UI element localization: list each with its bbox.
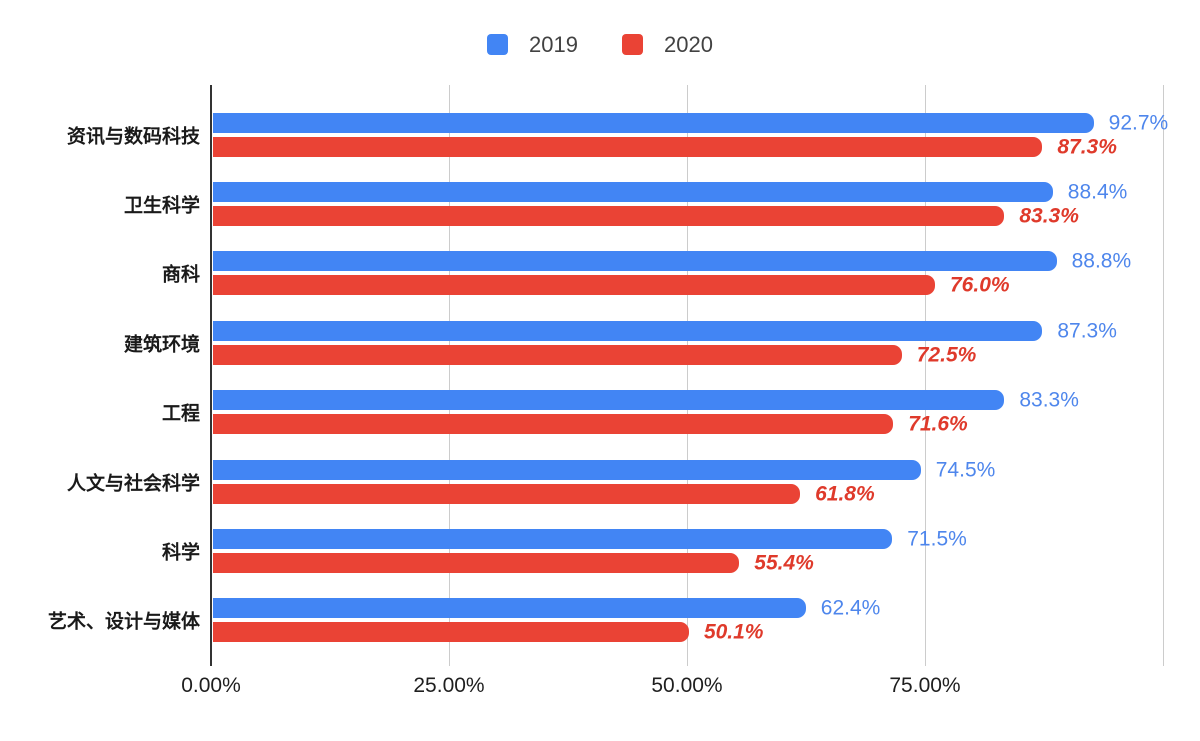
- chart-row: 商科 88.8% 76.0%: [0, 239, 1200, 308]
- bar-2020: [213, 136, 1043, 157]
- value-label-2020: 71.6%: [908, 412, 968, 436]
- plot-area: 资讯与数码科技 92.7% 87.3% 卫生科学 88.4% 83.3% 商科 88.8% 76…: [0, 100, 1200, 655]
- legend: 2019 2020: [0, 32, 1200, 57]
- legend-item-2019: 2019: [487, 32, 578, 57]
- value-label-2020: 87.3%: [1057, 135, 1117, 159]
- bar-2020: [213, 414, 894, 435]
- bar-2020: [213, 553, 740, 574]
- category-label: 卫生科学: [123, 195, 200, 217]
- value-label-2020: 61.8%: [815, 482, 875, 506]
- bar-line-2020: 55.4%: [213, 551, 1163, 575]
- chart-row: 人文与社会科学 74.5% 61.8%: [0, 447, 1200, 516]
- bar-2019: [213, 320, 1043, 341]
- bar-2020: [213, 344, 902, 365]
- gridline: [449, 85, 450, 666]
- value-label-2020: 83.3%: [1019, 204, 1079, 228]
- value-label-2020: 72.5%: [916, 343, 977, 367]
- bar-2020: [213, 206, 1005, 227]
- bar-line-2020: 61.8%: [213, 482, 1163, 506]
- value-label-2019: 83.3%: [1019, 388, 1079, 412]
- category-label: 资讯与数码科技: [66, 126, 200, 148]
- x-tick-label: 0.00%: [181, 674, 241, 697]
- category-label: 建筑环境: [123, 334, 200, 356]
- legend-item-2020: 2020: [622, 32, 713, 57]
- value-label-2020: 76.0%: [950, 273, 1010, 297]
- gridline: [1163, 85, 1164, 666]
- value-label-2019: 92.7%: [1108, 111, 1169, 135]
- bar-2020: [213, 622, 689, 643]
- category-label: 工程: [161, 403, 200, 425]
- value-label-2019: 62.4%: [820, 596, 881, 620]
- chart-row: 卫生科学 88.4% 83.3%: [0, 169, 1200, 238]
- bar-2020: [213, 275, 935, 296]
- bar-line-2019: 92.7%: [213, 112, 1168, 133]
- legend-swatch-2019-icon: [487, 34, 509, 55]
- value-label-2019: 87.3%: [1057, 319, 1117, 343]
- bar-line-2019: 88.8%: [213, 249, 1163, 273]
- bar-line-2019: 87.3%: [213, 319, 1163, 343]
- y-axis-line: [210, 85, 212, 666]
- bar-pair: 88.8% 76.0%: [213, 249, 1163, 297]
- category-label: 科学: [161, 542, 200, 564]
- chart-row: 建筑环境 87.3% 72.5%: [0, 308, 1200, 377]
- bar-line-2019: 88.4%: [213, 180, 1163, 204]
- value-label-2019: 88.8%: [1071, 249, 1132, 273]
- category-label: 商科: [161, 264, 200, 286]
- chart-row: 工程 83.3% 71.6%: [0, 378, 1200, 447]
- x-tick-label: 75.00%: [889, 674, 961, 697]
- bar-line-2019: 71.5%: [213, 527, 1163, 551]
- bar-line-2020: 71.6%: [213, 412, 1163, 436]
- bar-line-2020: 76.0%: [213, 273, 1163, 297]
- bar-2020: [213, 483, 801, 504]
- bar-line-2020: 50.1%: [213, 620, 1163, 644]
- bar-pair: 74.5% 61.8%: [213, 458, 1163, 506]
- bar-2019: [213, 390, 1005, 411]
- category-label: 艺术、设计与媒体: [47, 611, 200, 633]
- bar-2019: [213, 251, 1057, 272]
- bar-pair: 83.3% 71.6%: [213, 388, 1163, 436]
- legend-swatch-2020-icon: [622, 34, 643, 55]
- chart-row: 艺术、设计与媒体 62.4% 50.1%: [0, 586, 1200, 655]
- gridline: [687, 85, 688, 666]
- bar-pair: 88.4% 83.3%: [213, 180, 1163, 228]
- value-label-2020: 55.4%: [754, 551, 814, 575]
- bar-line-2020: 72.5%: [213, 343, 1163, 367]
- legend-label-2020: 2020: [664, 32, 713, 57]
- bar-line-2019: 62.4%: [213, 596, 1163, 620]
- value-label-2019: 74.5%: [935, 458, 996, 482]
- value-label-2019: 88.4%: [1067, 180, 1128, 204]
- bar-line-2020: 83.3%: [213, 204, 1163, 228]
- category-label: 人文与社会科学: [66, 473, 200, 495]
- legend-label-2019: 2019: [529, 32, 578, 57]
- x-tick-label: 25.00%: [413, 674, 485, 697]
- value-label-2019: 71.5%: [907, 527, 967, 551]
- bar-2019: [213, 112, 1094, 133]
- bar-line-2019: 83.3%: [213, 388, 1163, 412]
- chart-row: 资讯与数码科技 92.7% 87.3%: [0, 100, 1200, 169]
- bar-line-2019: 74.5%: [213, 458, 1163, 482]
- bar-2019: [213, 459, 921, 480]
- bar-pair: 92.7% 87.3%: [213, 112, 1168, 159]
- bar-2019: [213, 529, 893, 550]
- bar-pair: 71.5% 55.4%: [213, 527, 1163, 575]
- value-label-2020: 50.1%: [703, 620, 764, 644]
- bar-line-2020: 87.3%: [213, 135, 1163, 159]
- gridline: [925, 85, 926, 666]
- bar-2019: [213, 182, 1053, 203]
- bar-2019: [213, 598, 806, 619]
- x-tick-label: 50.00%: [651, 674, 723, 697]
- bar-pair: 62.4% 50.1%: [213, 596, 1163, 644]
- bar-pair: 87.3% 72.5%: [213, 319, 1163, 367]
- chart-row: 科学 71.5% 55.4%: [0, 516, 1200, 585]
